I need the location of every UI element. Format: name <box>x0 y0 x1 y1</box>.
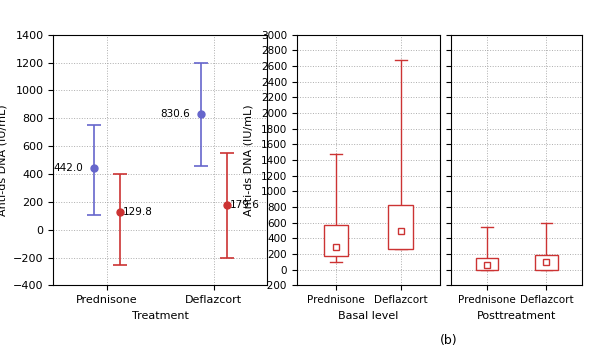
Bar <box>476 258 498 270</box>
X-axis label: Posttreatment: Posttreatment <box>477 311 557 321</box>
Bar <box>535 255 558 270</box>
X-axis label: Treatment: Treatment <box>132 311 189 321</box>
Text: 442.0: 442.0 <box>53 163 83 173</box>
Y-axis label: Anti-ds DNA (IU/mL): Anti-ds DNA (IU/mL) <box>244 104 254 216</box>
Text: 830.6: 830.6 <box>160 109 190 119</box>
Text: 129.8: 129.8 <box>123 207 153 216</box>
Bar <box>388 205 413 248</box>
Text: 179.6: 179.6 <box>230 200 260 210</box>
Y-axis label: Anti-ds DNA (IU/mL): Anti-ds DNA (IU/mL) <box>0 104 8 216</box>
Text: (b): (b) <box>440 334 457 347</box>
X-axis label: Basal level: Basal level <box>338 311 399 321</box>
Bar <box>324 225 348 256</box>
